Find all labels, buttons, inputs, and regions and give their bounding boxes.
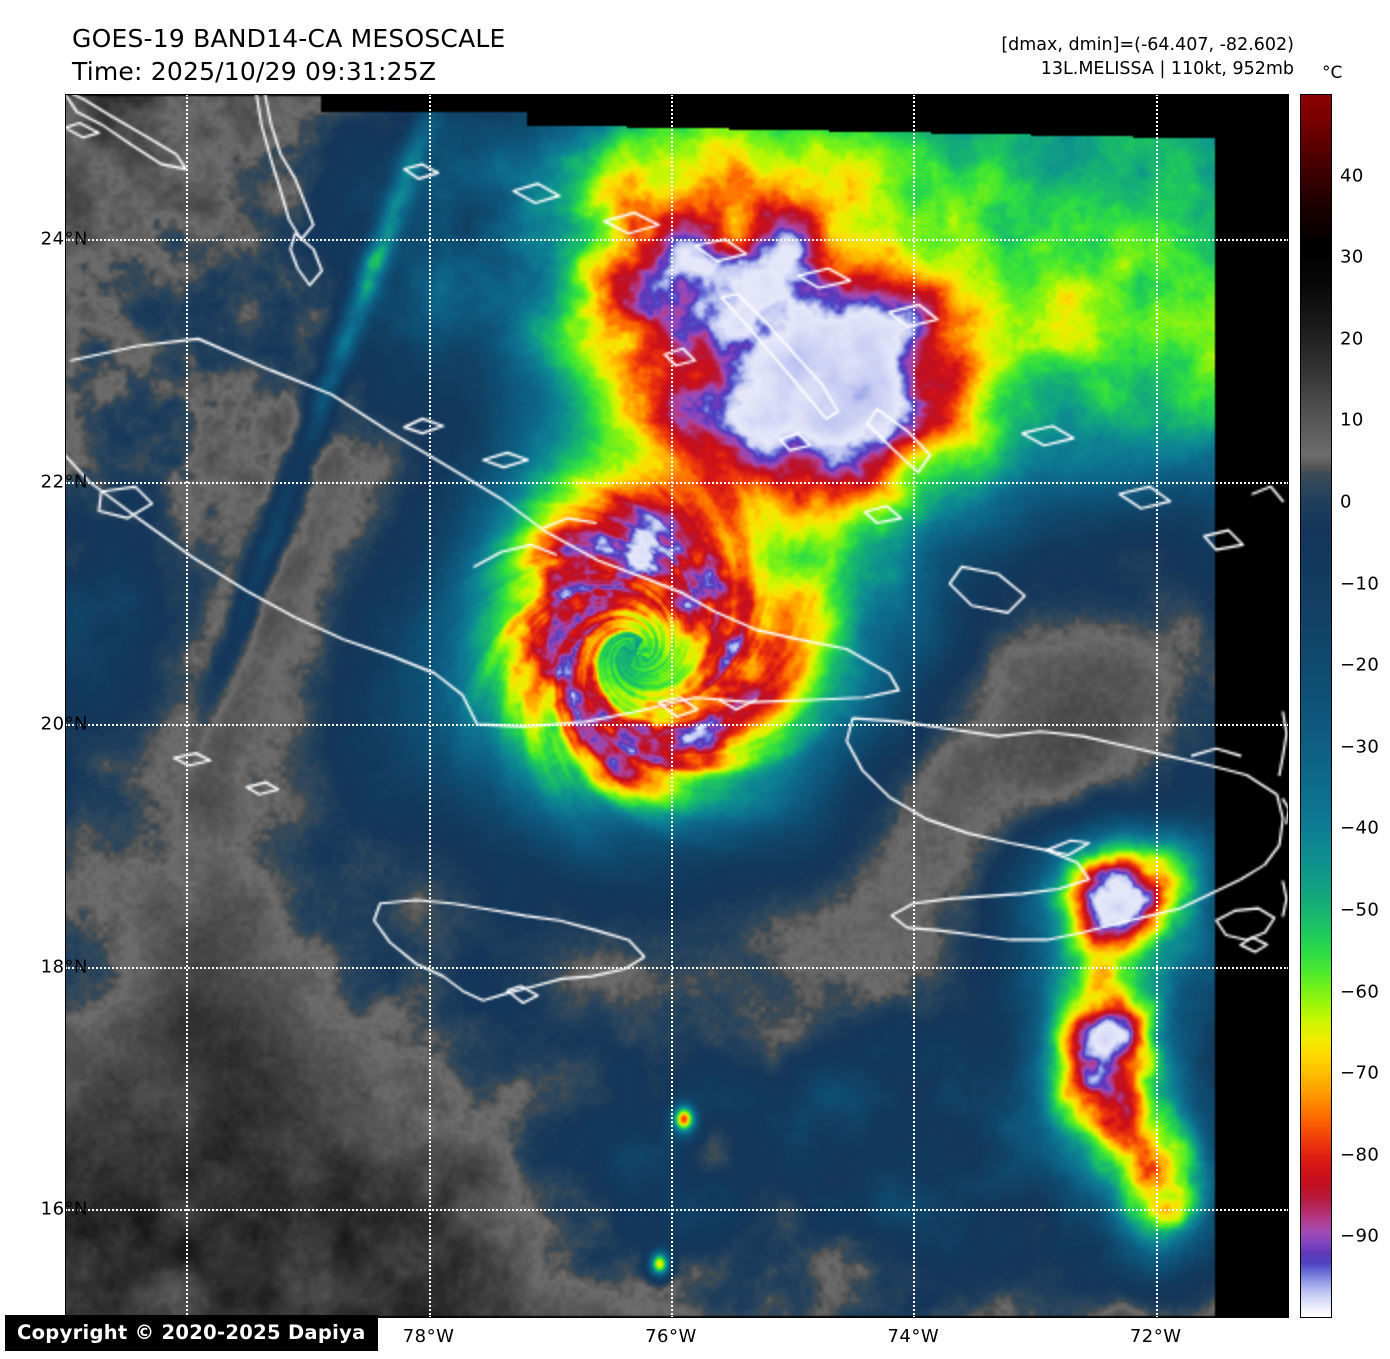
colorbar-tick-label: 10 xyxy=(1340,409,1364,431)
colorbar-unit-label: °C xyxy=(1322,63,1343,83)
satellite-image-plot xyxy=(65,94,1289,1318)
storm-info-label: 13L.MELISSA | 110kt, 952mb xyxy=(1040,59,1294,79)
colorbar-tick-label: 20 xyxy=(1340,328,1364,350)
colorbar-tick-label: −70 xyxy=(1340,1062,1380,1084)
colorbar-tick-label: 30 xyxy=(1340,246,1364,268)
colorbar-tick-label: 40 xyxy=(1340,165,1364,187)
page-title: GOES-19 BAND14-CA MESOSCALE xyxy=(72,24,506,53)
colorbar: 40 30 20 10 0 −10 −20 −30 −40 −50 −60 −70 −80 −90 xyxy=(1300,94,1379,1318)
latitude-tick-label: 22°N xyxy=(40,471,88,493)
colorbar-tick-label: −80 xyxy=(1340,1144,1380,1166)
longitude-tick-label: 72°W xyxy=(1129,1326,1182,1347)
header-title-block: GOES-19 BAND14-CA MESOSCALE Time: 2025/1… xyxy=(72,22,506,88)
longitude-tick-label: 76°W xyxy=(645,1326,697,1347)
colorbar-tick-label: −60 xyxy=(1340,981,1380,1003)
colorbar-tick-label: −10 xyxy=(1340,573,1380,595)
dmax-dmin-label: [dmax, dmin]=(-64.407, -82.602) xyxy=(1001,35,1294,55)
colorbar-tick-label: −20 xyxy=(1340,654,1380,676)
colorbar-tick-label: −40 xyxy=(1340,817,1380,839)
colorbar-tick-label: 0 xyxy=(1340,491,1352,513)
colorbar-gradient xyxy=(1300,94,1332,1318)
latitude-tick-label: 16°N xyxy=(40,1198,88,1220)
satellite-raster xyxy=(65,94,1289,1318)
colorbar-tick-label: −30 xyxy=(1340,736,1380,758)
colorbar-tick-label: −50 xyxy=(1340,899,1380,921)
latitude-tick-label: 18°N xyxy=(40,956,88,978)
latitude-tick-label: 20°N xyxy=(40,713,88,735)
header-metadata-block: [dmax, dmin]=(-64.407, -82.602) 13L.MELI… xyxy=(1001,33,1294,81)
copyright-watermark: Copyright © 2020-2025 Dapiya xyxy=(5,1315,378,1351)
timestamp-label: Time: 2025/10/29 09:31:25Z xyxy=(72,57,437,86)
longitude-tick-label: 74°W xyxy=(887,1326,940,1347)
latitude-tick-label: 24°N xyxy=(40,228,88,250)
colorbar-tick-label: −90 xyxy=(1340,1225,1380,1247)
longitude-tick-label: 78°W xyxy=(402,1326,455,1347)
